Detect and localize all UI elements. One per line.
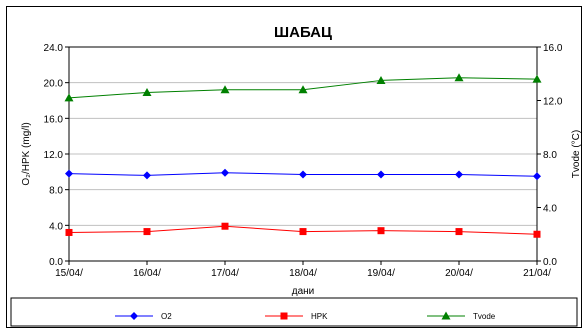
- data-point-hpk: [143, 228, 151, 236]
- data-point-o2: [299, 170, 307, 179]
- x-tick-label: 21/04/: [523, 268, 551, 279]
- data-point-hpk: [377, 227, 385, 235]
- chart-svg: ШАБАЦ 0.0 4.0 8.0 12.0 16.0 20.0 24.0 0.0 4.0 8.0…: [10, 24, 582, 327]
- y-right-tick-label: 12.0: [543, 97, 563, 108]
- y-right-tick-label: 4.0: [543, 204, 557, 215]
- legend-marker-hpk: [280, 312, 288, 320]
- legend-label-tvode: Tvode: [473, 312, 496, 321]
- y-right-tick-label: 16.0: [543, 43, 563, 54]
- x-tick-label: 15/04/: [55, 268, 83, 279]
- y-left-tick-label: 0.0: [49, 257, 63, 268]
- gridlines: [69, 82, 537, 226]
- data-point-tvode: [220, 85, 230, 94]
- x-axis-label: дани: [292, 286, 315, 297]
- data-point-tvode: [454, 73, 464, 82]
- legend-entries: O2 HPK Tvode: [115, 311, 496, 321]
- x-tick-label: 20/04/: [445, 268, 473, 279]
- axis-ticks: 0.0 4.0 8.0 12.0 16.0 20.0 24.0 0.0 4.0 8.0 12.0 16…: [44, 43, 563, 279]
- series-group: [64, 73, 542, 238]
- x-tick-label: 17/04/: [211, 268, 239, 279]
- y-left-tick-label: 12.0: [44, 150, 64, 161]
- data-point-tvode: [376, 75, 386, 84]
- data-point-tvode: [64, 93, 74, 102]
- y-left-tick-label: 20.0: [44, 79, 64, 90]
- data-point-hpk: [299, 228, 307, 236]
- y-axis-left-label: O₂/HPK (mg/l): [21, 122, 32, 185]
- data-point-tvode: [532, 74, 542, 83]
- legend-label-o2: O2: [161, 312, 172, 321]
- data-point-o2: [533, 172, 541, 181]
- data-point-o2: [377, 170, 385, 179]
- data-point-hpk: [65, 228, 73, 236]
- y-axis-right-label: Tvode (°C): [571, 130, 582, 178]
- y-right-tick-label: 0.0: [543, 257, 557, 268]
- chart-frame: ШАБАЦ 0.0 4.0 8.0 12.0 16.0 20.0 24.0 0.0 4.0 8.0…: [6, 6, 582, 328]
- y-right-tick-label: 8.0: [543, 150, 557, 161]
- data-point-tvode: [298, 85, 308, 94]
- y-left-tick-label: 4.0: [49, 221, 63, 232]
- data-point-hpk: [455, 228, 463, 236]
- legend-label-hpk: HPK: [311, 312, 328, 321]
- legend-marker-o2: [130, 312, 138, 320]
- legend-marker-tvode: [441, 311, 451, 320]
- y-left-tick-label: 8.0: [49, 186, 63, 197]
- data-point-o2: [221, 168, 229, 177]
- y-left-tick-label: 16.0: [44, 114, 64, 125]
- data-point-o2: [143, 171, 151, 180]
- data-point-hpk: [533, 230, 541, 238]
- data-point-hpk: [221, 222, 229, 230]
- x-tick-label: 19/04/: [367, 268, 395, 279]
- data-point-o2: [65, 169, 73, 178]
- legend: [10, 297, 578, 327]
- chart-title: ШАБАЦ: [274, 24, 332, 41]
- x-tick-label: 16/04/: [133, 268, 161, 279]
- y-left-tick-label: 24.0: [44, 43, 64, 54]
- x-tick-label: 18/04/: [289, 268, 317, 279]
- data-point-tvode: [142, 87, 152, 96]
- data-point-o2: [455, 170, 463, 179]
